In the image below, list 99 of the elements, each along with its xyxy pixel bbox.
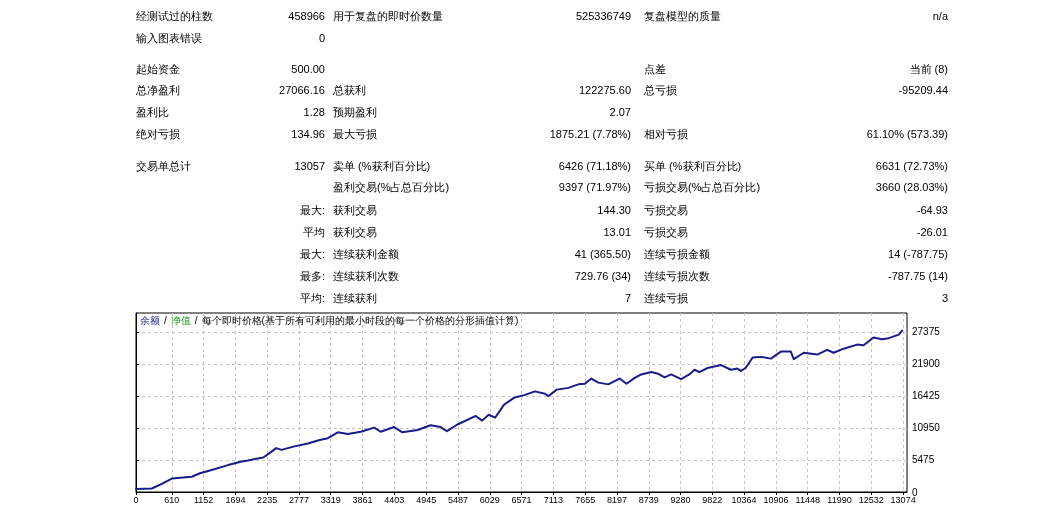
text: 13057 bbox=[294, 159, 325, 173]
x-tick-label: 6571 bbox=[511, 494, 532, 505]
annotation: / bbox=[194, 315, 198, 326]
text: 平均 bbox=[303, 225, 325, 239]
text: 14 (-787.75) bbox=[888, 247, 948, 261]
text: 连续亏损金额 bbox=[644, 247, 710, 261]
text: n/a bbox=[932, 9, 948, 23]
text: 13.01 bbox=[603, 225, 631, 239]
text: 1875.21 (7.78%) bbox=[549, 127, 631, 141]
x-tick-label: 4945 bbox=[416, 494, 437, 505]
x-tick-label: 7655 bbox=[575, 494, 596, 505]
text: 输入图表错误 bbox=[136, 31, 202, 45]
x-tick-label: 10364 bbox=[731, 494, 757, 505]
x-tick-label: 12532 bbox=[858, 494, 884, 505]
text: 连续获利 bbox=[333, 291, 377, 305]
x-tick-label: 8739 bbox=[638, 494, 659, 505]
x-tick-label: 1694 bbox=[225, 494, 246, 505]
text: 余额 bbox=[140, 315, 160, 326]
text: 连续获利金额 bbox=[333, 247, 399, 261]
text: -95209.44 bbox=[898, 83, 948, 97]
text: 平均: bbox=[299, 291, 325, 305]
text: 连续亏损 bbox=[644, 291, 688, 305]
text: 1.28 bbox=[303, 105, 325, 119]
y-tick-label: 5475 bbox=[912, 454, 935, 466]
text: 9397 (71.97%) bbox=[558, 180, 631, 194]
text: 相对亏损 bbox=[644, 127, 688, 141]
text: 122275.60 bbox=[579, 83, 631, 97]
text: -787.75 (14) bbox=[888, 269, 948, 283]
y-tick-label: 16425 bbox=[912, 390, 941, 402]
x-tick-label: 9280 bbox=[670, 494, 691, 505]
text: 7 bbox=[624, 291, 631, 305]
text: 获利交易 bbox=[333, 203, 377, 217]
text: 盈利交易(%占总百分比) bbox=[333, 180, 450, 194]
text: 134.96 bbox=[291, 127, 325, 141]
text: 总获利 bbox=[333, 83, 366, 97]
text: 点差 bbox=[644, 62, 666, 76]
x-tick-label: 4403 bbox=[384, 494, 405, 505]
y-tick-label: 10950 bbox=[912, 422, 941, 434]
text: 起始资金 bbox=[136, 62, 180, 76]
text: 3 bbox=[941, 291, 948, 305]
x-tick-label: 610 bbox=[164, 494, 180, 505]
x-tick-label: 7113 bbox=[543, 494, 564, 505]
text: 144.30 bbox=[597, 203, 631, 217]
text: 总净盈利 bbox=[136, 83, 180, 97]
x-tick-label: 5487 bbox=[447, 494, 468, 505]
text: 最多: bbox=[299, 269, 325, 283]
x-tick-label: 9822 bbox=[702, 494, 723, 505]
x-tick-label: 3319 bbox=[320, 494, 341, 505]
text: 亏损交易(%占总百分比) bbox=[644, 180, 761, 194]
x-tick-label: 6029 bbox=[479, 494, 500, 505]
text: 获利交易 bbox=[333, 225, 377, 239]
text: 41 (365.50) bbox=[574, 247, 631, 261]
text: 6426 (71.18%) bbox=[558, 159, 631, 173]
text: 经测试过的柱数 bbox=[136, 9, 213, 23]
text: 交易单总计 bbox=[136, 159, 191, 173]
text: 6631 (72.73%) bbox=[875, 159, 948, 173]
x-tick-label: 11448 bbox=[795, 494, 820, 505]
text: -64.93 bbox=[916, 203, 948, 217]
text: 61.10% (573.39) bbox=[866, 127, 948, 141]
line-series bbox=[135, 329, 904, 491]
text: 500.00 bbox=[291, 62, 325, 76]
x-tick-label: 3861 bbox=[352, 494, 373, 505]
x-tick-label: 8197 bbox=[606, 494, 627, 505]
text: 0 bbox=[318, 31, 325, 45]
x-tick-label: 13074 bbox=[890, 494, 916, 505]
text: 用于复盘的即时价数量 bbox=[333, 9, 443, 23]
y-tick-label: 21900 bbox=[912, 358, 941, 370]
text: 最大亏损 bbox=[333, 127, 377, 141]
annotation: / bbox=[164, 315, 167, 326]
text: 连续获利次数 bbox=[333, 269, 399, 283]
text: 最大: bbox=[299, 247, 325, 261]
annotation: 净值 bbox=[170, 315, 191, 326]
y-tick-label: 27375 bbox=[912, 326, 941, 338]
text: 卖单 (%获利百分比) bbox=[333, 159, 431, 173]
text: 2.07 bbox=[609, 105, 631, 119]
x-tick-label: 11990 bbox=[827, 494, 852, 505]
text: 复盘模型的质量 bbox=[644, 9, 721, 23]
annotation: 每个即时价格(基于所有可利用的最小时段的每一个价格的分形插值计算) bbox=[201, 315, 519, 326]
text: 3660 (28.03%) bbox=[875, 180, 948, 194]
x-tick-label: 1152 bbox=[193, 494, 214, 505]
text: 最大: bbox=[299, 203, 325, 217]
text: 绝对亏损 bbox=[136, 127, 180, 141]
text: 27066.16 bbox=[279, 83, 325, 97]
text: 亏损交易 bbox=[644, 203, 688, 217]
text: 预期盈利 bbox=[333, 105, 377, 119]
x-tick-label: 2777 bbox=[288, 494, 309, 505]
text: 729.76 (34) bbox=[574, 269, 631, 283]
text: 458966 bbox=[288, 9, 325, 23]
x-tick-label: 10906 bbox=[763, 494, 789, 505]
text: 盈利比 bbox=[136, 105, 169, 119]
text: 连续亏损次数 bbox=[644, 269, 710, 283]
text: 525336749 bbox=[575, 9, 631, 23]
text: 买单 (%获利百分比) bbox=[644, 159, 742, 173]
text: 总亏损 bbox=[644, 83, 677, 97]
x-tick-label: 2235 bbox=[257, 494, 278, 505]
x-tick-label: 0 bbox=[133, 494, 139, 505]
text: 亏损交易 bbox=[644, 225, 688, 239]
text: -26.01 bbox=[916, 225, 948, 239]
text: 当前 (8) bbox=[909, 62, 948, 76]
